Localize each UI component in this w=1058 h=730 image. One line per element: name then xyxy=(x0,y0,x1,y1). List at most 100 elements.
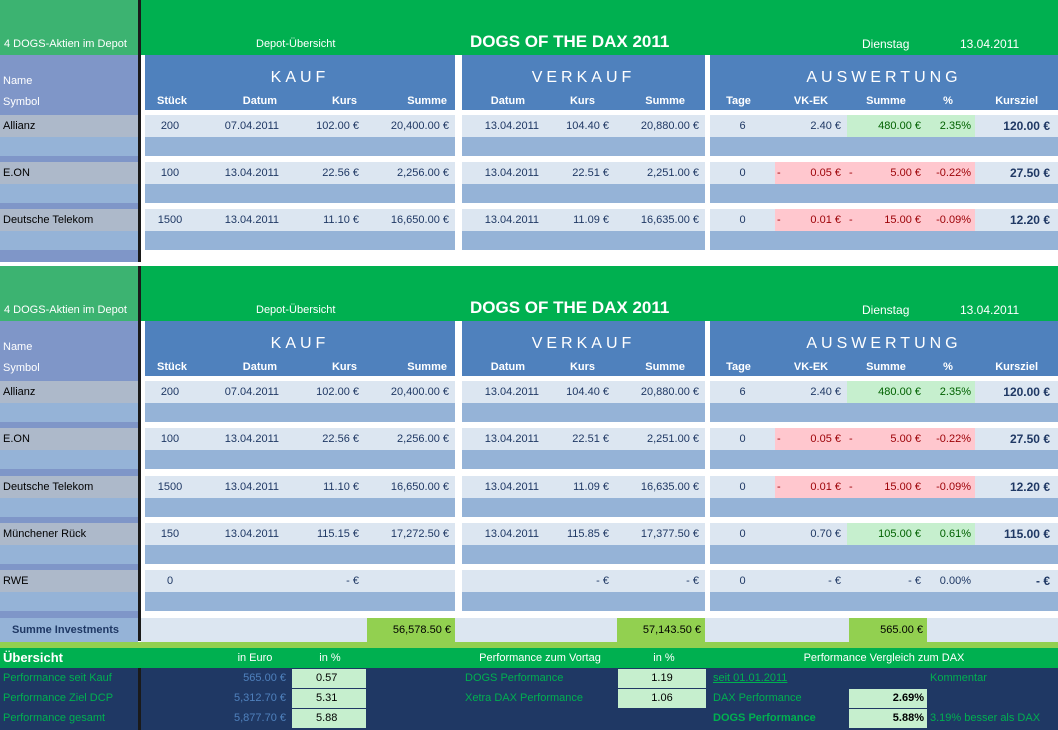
row-band-lower xyxy=(710,137,1058,156)
row-band-lower xyxy=(710,450,1058,469)
cell-datum: 13.04.2011 xyxy=(224,528,279,540)
cell-sum: 5.00 € xyxy=(890,167,921,179)
stock-name[interactable]: Deutsche Telekom xyxy=(3,481,94,493)
depot-count-cell xyxy=(0,0,138,55)
cell-v_kurs: 11.09 € xyxy=(573,481,609,493)
kauf-title: KAUF xyxy=(270,69,330,86)
cell-v_summe: 16,635.00 € xyxy=(640,214,699,226)
verkauf-title: VERKAUF xyxy=(531,69,636,86)
overview-mid-label: Xetra DAX Performance xyxy=(465,692,583,704)
cell-kursziel: 115.00 € xyxy=(1003,527,1050,541)
cell-v_datum: 13.04.2011 xyxy=(484,167,539,179)
name-cell-lower xyxy=(0,403,138,422)
row-band-lower xyxy=(710,231,1058,250)
cell-v_datum: 13.04.2011 xyxy=(484,528,539,540)
stock-name[interactable]: Münchener Rück xyxy=(3,528,87,540)
kauf-header-bg xyxy=(145,321,455,376)
stock-name[interactable]: Allianz xyxy=(3,386,36,398)
dax-since-link[interactable]: seit 01.01.2011 xyxy=(713,672,788,684)
row-band xyxy=(462,209,705,231)
auswertung-header-bg xyxy=(710,321,1058,376)
overview-left-pct: 5.31 xyxy=(292,689,366,708)
cell-summe: 20,400.00 € xyxy=(390,120,449,132)
cell-sum: 15.00 € xyxy=(884,214,921,226)
cell-datum: 13.04.2011 xyxy=(224,167,279,179)
depot-count-cell xyxy=(0,266,138,321)
overview-h-vortag: Performance zum Vortag xyxy=(479,652,601,664)
cell-datum: 07.04.2011 xyxy=(224,120,279,132)
cell-summe: 17,272.50 € xyxy=(390,528,449,540)
overview-h-dax: Performance Vergleich zum DAX xyxy=(803,652,965,664)
cell-kursziel: 27.50 € xyxy=(1009,166,1050,180)
vkek-sign: - xyxy=(777,433,781,445)
verkauf-header-bg xyxy=(462,55,705,110)
overview-mid-val: 1.19 xyxy=(618,669,706,688)
cell-kursziel: 12.20 € xyxy=(1009,213,1050,227)
col-header-summe: Summe xyxy=(407,95,447,107)
overview-left-euro: 5,312.70 € xyxy=(234,692,286,704)
name-cell xyxy=(0,209,138,231)
header-bar xyxy=(141,266,1058,321)
cell-kurs: 11.10 € xyxy=(323,214,359,226)
cell-v_kurs: 22.51 € xyxy=(572,167,609,179)
cell-tage: 0 xyxy=(739,433,746,445)
loss-highlight xyxy=(775,476,975,498)
name-cell xyxy=(0,570,138,592)
name-cell xyxy=(0,523,138,545)
weekday: Dienstag xyxy=(862,37,910,51)
cell-tage: 0 xyxy=(739,214,746,226)
name-cell-lower xyxy=(0,545,138,564)
name-label: Name xyxy=(3,75,33,87)
col-header-kursziel: Kursziel xyxy=(995,361,1038,373)
col-header-v_datum: Datum xyxy=(490,361,525,373)
name-cell-lower xyxy=(0,184,138,203)
row-band-lower xyxy=(145,450,455,469)
col-header-stueck: Stück xyxy=(157,361,187,373)
cell-v_kurs: 11.09 € xyxy=(573,214,609,226)
overview-left-pct: 0.57 xyxy=(292,669,366,688)
gain-highlight xyxy=(847,381,975,403)
overview-left-label: Performance gesamt xyxy=(3,712,106,724)
overview-title: Übersicht xyxy=(3,650,63,665)
stock-name[interactable]: Allianz xyxy=(3,120,36,132)
total-kauf: 56,578.50 € xyxy=(367,618,455,642)
cell-datum: 13.04.2011 xyxy=(224,214,279,226)
stock-name[interactable]: E.ON xyxy=(3,433,30,445)
cell-datum: 07.04.2011 xyxy=(224,386,279,398)
name-cell-lower xyxy=(0,450,138,469)
overview-left-label: Performance Ziel DCP xyxy=(3,692,114,704)
row-band-lower xyxy=(710,592,1058,611)
overview-mid-label: DOGS Performance xyxy=(465,672,564,684)
depot-label: Depot-Übersicht xyxy=(256,38,336,50)
row-band xyxy=(462,476,705,498)
row-band-lower xyxy=(462,231,705,250)
cell-vkek: 0.01 € xyxy=(810,481,841,493)
cell-sum: 15.00 € xyxy=(884,481,921,493)
name-cell-lower xyxy=(0,231,138,250)
vkek-sign: - xyxy=(777,167,781,179)
row-band-lower xyxy=(462,184,705,203)
cell-vkek: 2.40 € xyxy=(810,120,841,132)
overview-mid-val: 1.06 xyxy=(618,689,706,708)
stock-name[interactable]: E.ON xyxy=(3,167,30,179)
header-bar xyxy=(141,0,1058,55)
cell-vkek: 0.05 € xyxy=(810,433,841,445)
row-band-lower xyxy=(145,545,455,564)
cell-v_datum: 13.04.2011 xyxy=(484,481,539,493)
overview-left-euro: 565.00 € xyxy=(243,672,286,684)
dogs-perf-label: DOGS Performance xyxy=(713,712,816,724)
sum-sign: - xyxy=(849,214,853,226)
cell-sum: 480.00 € xyxy=(878,386,921,398)
auswertung-header-bg xyxy=(710,55,1058,110)
overview-h-euro: in Euro xyxy=(237,652,273,664)
row-band xyxy=(145,162,455,184)
auswertung-title: AUSWERTUNG xyxy=(806,335,962,352)
weekday: Dienstag xyxy=(862,303,910,317)
stock-name[interactable]: RWE xyxy=(3,575,29,587)
cell-v_summe: 17,377.50 € xyxy=(640,528,699,540)
col-header-datum: Datum xyxy=(242,95,277,107)
col-header-summe: Summe xyxy=(407,361,447,373)
stock-name[interactable]: Deutsche Telekom xyxy=(3,214,94,226)
row-band-lower xyxy=(145,231,455,250)
overview-header xyxy=(0,648,1058,668)
